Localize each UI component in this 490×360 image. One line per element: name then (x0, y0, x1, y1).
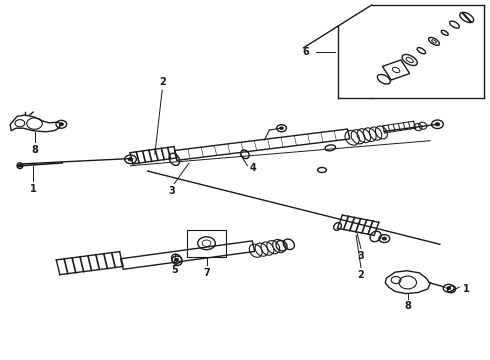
Circle shape (59, 123, 64, 126)
Text: 6: 6 (302, 47, 309, 57)
Text: 4: 4 (250, 163, 257, 173)
Circle shape (128, 158, 133, 161)
Text: 2: 2 (159, 77, 166, 87)
Text: 8: 8 (404, 301, 411, 311)
Text: 3: 3 (358, 251, 365, 261)
Circle shape (280, 127, 284, 130)
Circle shape (435, 122, 440, 126)
Text: 8: 8 (31, 145, 38, 155)
Circle shape (175, 258, 179, 261)
Text: 7: 7 (203, 267, 210, 278)
Text: 5: 5 (171, 265, 178, 275)
Circle shape (446, 287, 451, 290)
Text: 3: 3 (169, 186, 175, 196)
Text: 1: 1 (463, 284, 470, 294)
Circle shape (18, 164, 23, 167)
Text: 1: 1 (30, 184, 36, 194)
Circle shape (382, 237, 387, 240)
Text: 2: 2 (358, 270, 365, 280)
